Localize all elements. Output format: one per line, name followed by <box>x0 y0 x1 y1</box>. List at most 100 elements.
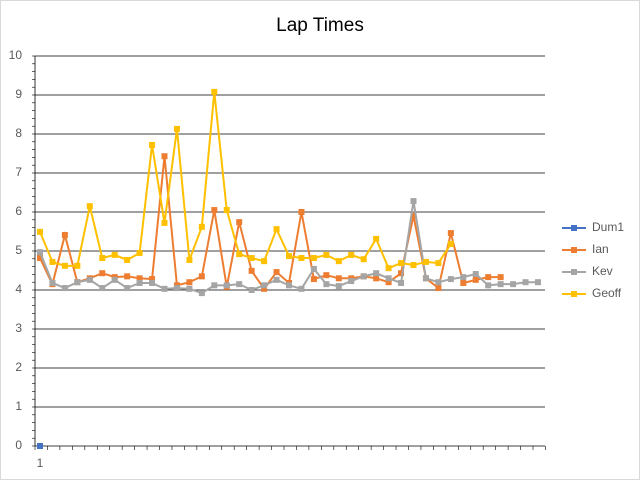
marker <box>373 235 380 242</box>
marker <box>435 285 442 292</box>
marker <box>37 255 43 262</box>
marker <box>37 443 43 449</box>
marker <box>323 281 330 288</box>
legend-marker <box>571 291 577 297</box>
marker <box>161 153 168 160</box>
marker <box>99 285 106 292</box>
marker <box>124 256 131 263</box>
marker <box>198 273 205 280</box>
marker <box>261 258 268 265</box>
marker <box>273 226 280 233</box>
marker <box>74 262 81 269</box>
y-tick-label: 1 <box>15 399 22 413</box>
marker <box>398 279 405 286</box>
marker <box>385 265 392 272</box>
marker <box>410 212 417 219</box>
marker <box>522 279 529 286</box>
marker <box>136 249 143 256</box>
marker <box>211 282 218 289</box>
y-tick-label: 9 <box>15 87 22 101</box>
marker <box>497 281 504 288</box>
marker <box>236 281 243 288</box>
marker <box>37 249 43 256</box>
marker <box>398 270 405 277</box>
marker <box>136 275 143 282</box>
marker <box>223 282 230 289</box>
y-tick-label: 3 <box>15 321 22 335</box>
y-tick-label: 4 <box>15 282 22 296</box>
legend-label: Geoff <box>592 286 622 300</box>
legend-marker <box>571 225 577 231</box>
marker <box>398 260 405 267</box>
y-tick-label: 6 <box>15 204 22 218</box>
marker <box>360 256 367 263</box>
marker <box>149 141 156 148</box>
legend-marker <box>571 269 577 275</box>
marker <box>286 282 292 289</box>
marker <box>236 219 243 226</box>
marker <box>472 271 479 278</box>
marker <box>149 276 156 283</box>
marker <box>111 276 118 283</box>
y-tick-label: 7 <box>15 165 22 179</box>
marker <box>186 256 193 263</box>
marker <box>211 88 218 95</box>
marker <box>248 267 255 274</box>
marker <box>497 274 504 281</box>
marker <box>485 282 492 289</box>
marker <box>460 279 467 286</box>
marker <box>335 275 342 282</box>
y-tick-label: 0 <box>15 438 22 452</box>
marker <box>124 285 131 292</box>
marker <box>335 258 342 265</box>
marker <box>49 279 56 286</box>
y-tick-label: 10 <box>9 48 23 62</box>
marker <box>111 251 118 258</box>
x-tick-label: 1 <box>37 456 44 470</box>
marker <box>323 272 330 279</box>
marker <box>161 285 168 292</box>
marker <box>136 279 143 286</box>
marker <box>447 240 454 247</box>
marker <box>535 279 541 286</box>
marker <box>198 223 205 230</box>
marker <box>61 232 68 239</box>
marker <box>323 251 330 258</box>
marker <box>385 279 392 286</box>
marker <box>447 276 454 283</box>
marker <box>435 260 442 267</box>
marker <box>373 275 380 282</box>
marker <box>124 273 131 280</box>
marker <box>211 207 218 214</box>
marker <box>273 269 280 276</box>
marker <box>447 230 454 237</box>
marker <box>248 255 255 262</box>
marker <box>61 262 68 269</box>
marker <box>261 285 268 292</box>
marker <box>410 198 417 205</box>
legend-label: Ian <box>592 242 609 256</box>
legend-label: Kev <box>592 264 613 278</box>
y-tick-label: 8 <box>15 126 22 140</box>
marker <box>435 279 442 286</box>
chart-title: Lap Times <box>276 15 364 36</box>
marker <box>286 253 292 260</box>
marker <box>373 270 380 277</box>
marker <box>261 282 268 289</box>
y-tick-label: 5 <box>15 243 22 257</box>
marker <box>49 258 56 265</box>
marker <box>310 276 317 283</box>
marker <box>173 285 180 292</box>
y-tick-label: 2 <box>15 360 22 374</box>
marker <box>485 274 492 281</box>
marker <box>99 270 106 277</box>
marker <box>161 219 168 226</box>
marker <box>310 255 317 262</box>
marker <box>360 273 367 280</box>
marker <box>86 276 93 283</box>
marker <box>99 255 106 262</box>
marker <box>61 285 68 292</box>
marker <box>186 285 193 292</box>
